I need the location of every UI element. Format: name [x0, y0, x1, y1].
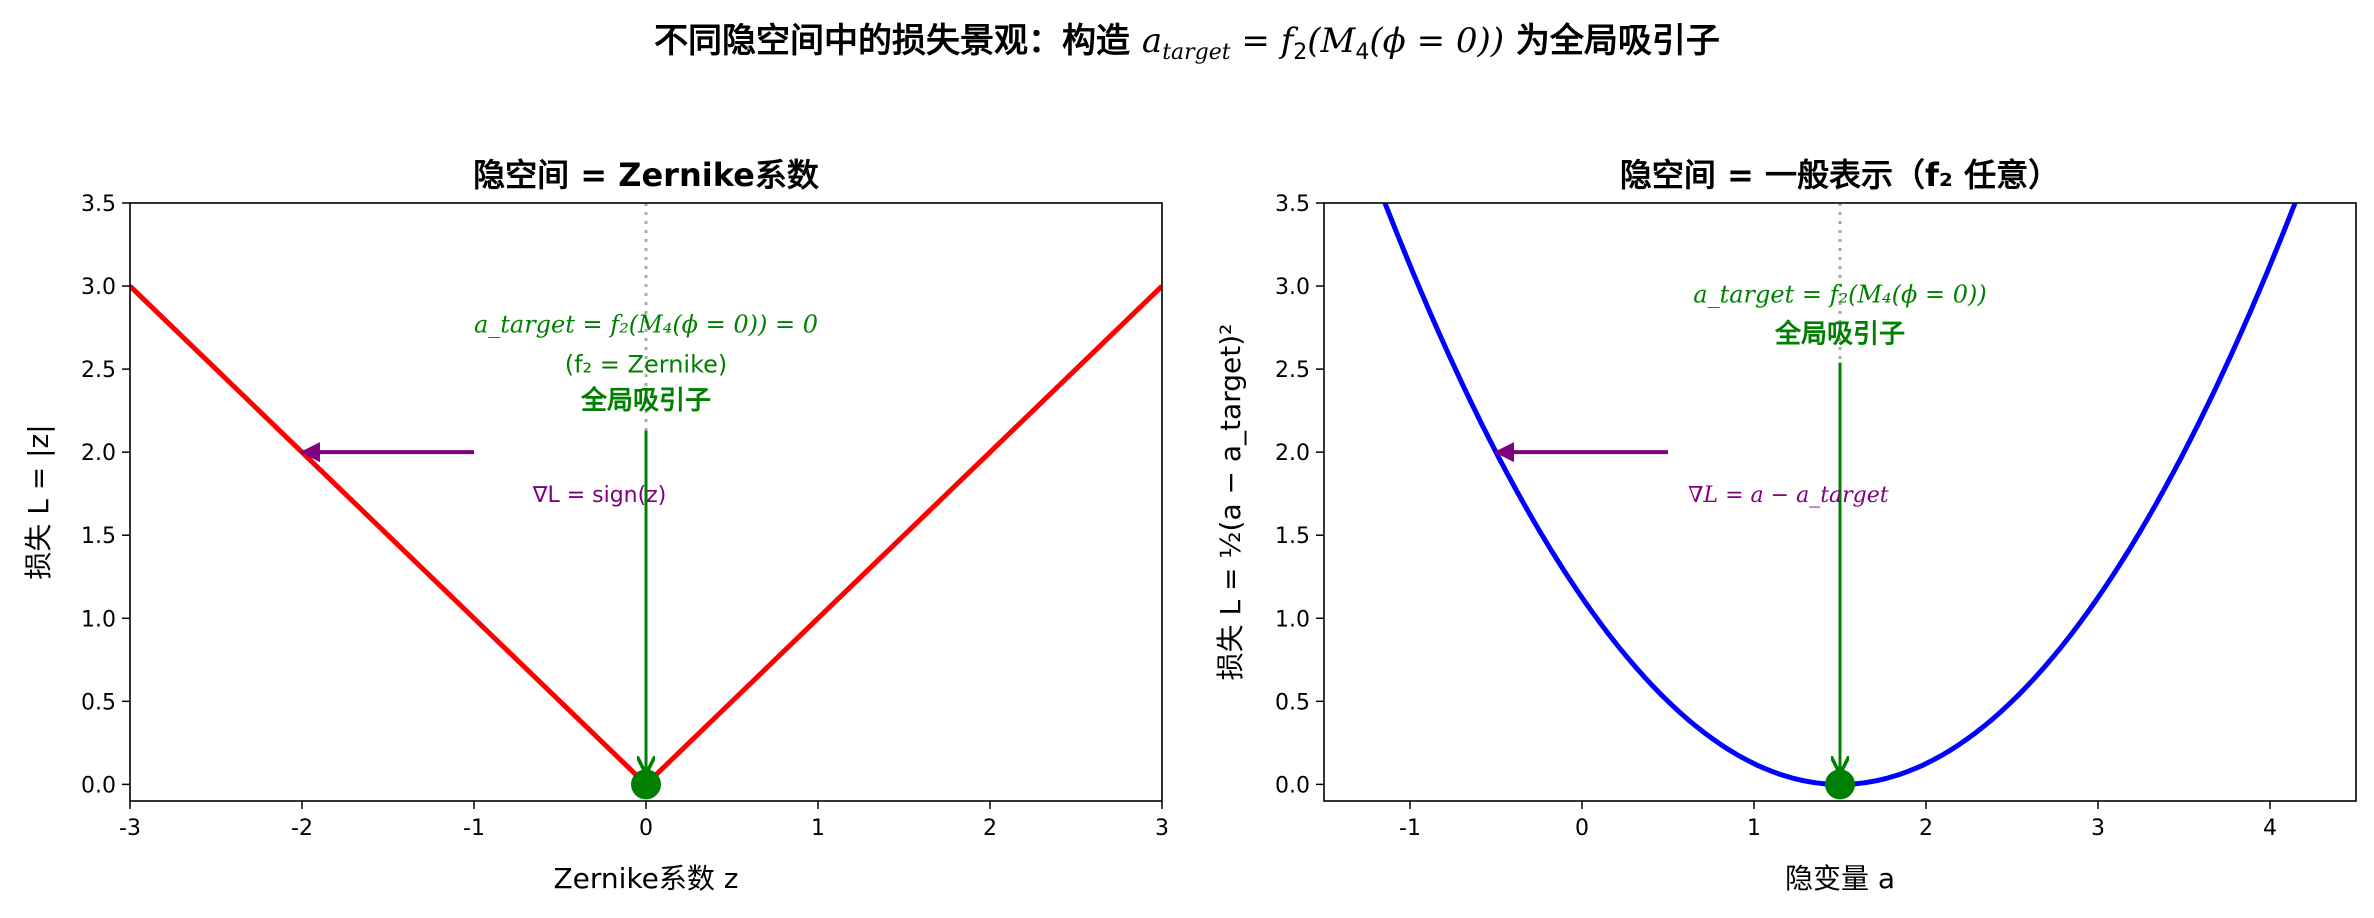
figure-suptitle: 不同隐空间中的损失景观：构造 atarget = f2(M4(ϕ = 0)) 为… [654, 21, 1720, 65]
left-x-tick-label: -2 [291, 816, 313, 841]
right-tick-group: -1 0 1 2 3 4 0.0 0.5 1.0 1.5 2.0 2.5 3.0 3.5 [1275, 192, 2277, 841]
left-y-tick-label: 3.5 [81, 192, 116, 217]
left-chart-panel: 隐空间 = Zernike系数 -3 -2 -1 0 1 2 3 0.0 0.5 1.0 1.5 2.… [22, 156, 1169, 895]
left-y-tick-label: 1.5 [81, 524, 116, 549]
right-x-tick-label: 4 [2263, 816, 2277, 841]
left-attractor-label: 全局吸引子 [580, 385, 711, 416]
left-x-tick-label: 2 [983, 816, 997, 841]
left-x-tick-label: -3 [119, 816, 141, 841]
right-y-tick-label: 2.0 [1275, 441, 1310, 466]
right-y-tick-label: 2.5 [1275, 358, 1310, 383]
right-y-axis-label: 损失 L = ½(a − a_target)² [1214, 324, 1247, 681]
right-chart-title: 隐空间 = 一般表示（f₂ 任意） [1620, 156, 2060, 194]
left-y-tick-label: 1.0 [81, 607, 116, 632]
left-x-tick-label: 3 [1155, 816, 1169, 841]
left-y-tick-label: 3.0 [81, 275, 116, 300]
left-x-axis-label: Zernike系数 z [554, 862, 739, 895]
left-plot-frame [129, 202, 1163, 802]
right-x-tick-label: -1 [1399, 816, 1421, 841]
right-y-tick-label: 0.5 [1275, 690, 1310, 715]
left-y-tick-label: 0.5 [81, 690, 116, 715]
right-y-tick-label: 0.0 [1275, 773, 1310, 798]
right-y-tick-label: 3.0 [1275, 275, 1310, 300]
right-target-annotation: a_target = f₂(M₄(ϕ = 0)) [1693, 281, 1986, 309]
left-f2-annotation: (f₂ = Zernike) [565, 350, 728, 378]
left-target-annotation: a_target = f₂(M₄(ϕ = 0)) = 0 [474, 311, 818, 339]
left-y-tick-label: 2.5 [81, 358, 116, 383]
right-chart-panel: 隐空间 = 一般表示（f₂ 任意） -1 0 1 2 3 4 0.0 0.5 1.0 1.5 2.0… [1214, 156, 2357, 895]
right-gradient-label: ∇L = a − a_target [1688, 483, 1889, 508]
left-y-axis-label: 损失 L = |z| [22, 424, 55, 579]
left-gradient-label: ∇L = sign(z) [532, 483, 667, 508]
right-y-tick-label: 1.5 [1275, 524, 1310, 549]
right-plot-frame [1323, 202, 2357, 802]
right-x-tick-label: 0 [1575, 816, 1589, 841]
left-target-point [631, 769, 661, 800]
right-y-tick-label: 3.5 [1275, 192, 1310, 217]
right-x-axis-label: 隐变量 a [1785, 862, 1895, 895]
right-x-tick-label: 2 [1919, 816, 1933, 841]
left-y-tick-label: 2.0 [81, 441, 116, 466]
right-target-point [1825, 769, 1855, 800]
left-x-tick-label: 0 [639, 816, 653, 841]
left-x-tick-label: -1 [463, 816, 485, 841]
left-x-tick-label: 1 [811, 816, 825, 841]
left-tick-group: -3 -2 -1 0 1 2 3 0.0 0.5 1.0 1.5 2.0 2.5 3.0 3.5 [81, 192, 1169, 841]
left-y-tick-label: 0.0 [81, 773, 116, 798]
right-x-tick-label: 1 [1747, 816, 1761, 841]
left-chart-title: 隐空间 = Zernike系数 [473, 156, 820, 194]
right-x-tick-label: 3 [2091, 816, 2105, 841]
right-y-tick-label: 1.0 [1275, 607, 1310, 632]
right-attractor-label: 全局吸引子 [1774, 319, 1905, 350]
